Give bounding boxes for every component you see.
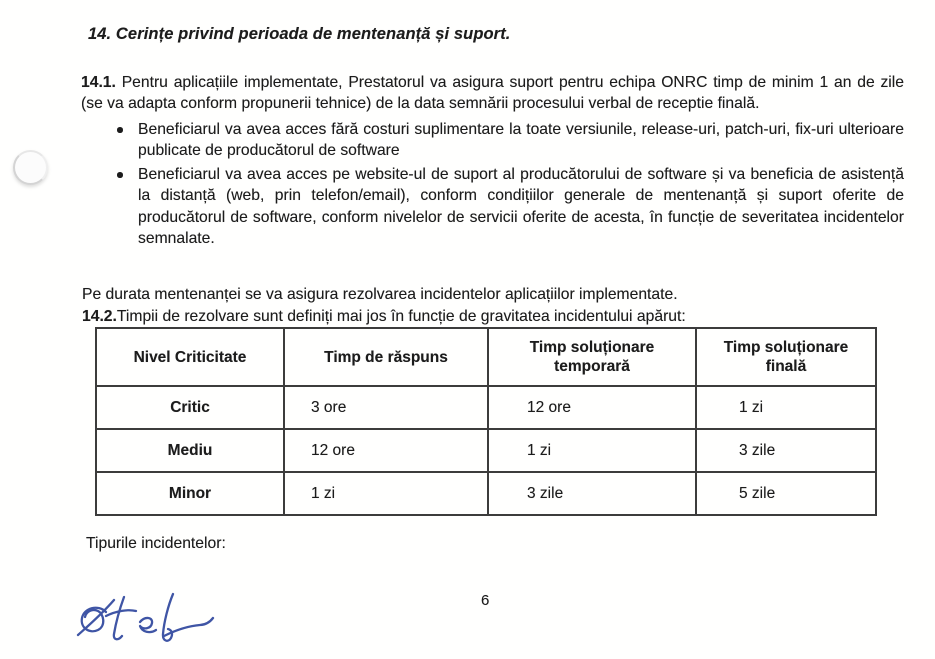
- table-cell: 1 zi: [283, 471, 489, 516]
- table-header-row: Nivel Criticitate Timp de răspuns Timp s…: [95, 327, 877, 387]
- table-cell: 5 zile: [695, 471, 877, 516]
- hole-punch-mark: [13, 150, 48, 185]
- table-header-cell: Timp soluționare temporară: [487, 327, 697, 387]
- bullet-dot-icon: [117, 127, 123, 133]
- table-cell: 3 zile: [487, 471, 697, 516]
- table-row: Mediu 12 ore 1 zi 3 zile: [95, 428, 877, 473]
- signature-scribble: [76, 592, 215, 642]
- bullet-item: Beneficiarul va avea acces pe website-ul…: [117, 164, 904, 249]
- section-heading: 14. Cerințe privind perioada de mentenan…: [88, 25, 511, 43]
- table-header-cell: Timp soluționare finală: [695, 327, 877, 387]
- bullet-dot-icon: [117, 172, 123, 178]
- table-header-cell: Nivel Criticitate: [95, 327, 285, 387]
- table-cell: 3 ore: [283, 385, 489, 430]
- page-number: 6: [481, 592, 490, 609]
- table-cell-level: Mediu: [95, 428, 285, 473]
- paragraph-14-2: 14.2.Timpii de rezolvare sunt definiți m…: [82, 306, 686, 327]
- table-header-cell: Timp de răspuns: [283, 327, 489, 387]
- table-cell: 1 zi: [487, 428, 697, 473]
- table-cell-level: Minor: [95, 471, 285, 516]
- closing-paragraph: Tipurile incidentelor:: [86, 535, 226, 552]
- paragraph-14-1-label: 14.1.: [81, 74, 116, 91]
- table-cell: 12 ore: [487, 385, 697, 430]
- table-cell-level: Critic: [95, 385, 285, 430]
- table-cell: 1 zi: [695, 385, 877, 430]
- sla-table: Nivel Criticitate Timp de răspuns Timp s…: [95, 327, 877, 516]
- table-cell: 12 ore: [283, 428, 489, 473]
- paragraph-14-1: 14.1. Pentru aplicațiile implementate, P…: [81, 72, 904, 114]
- paragraph-14-2-label: 14.2.: [82, 308, 117, 325]
- paragraph-14-1-text: Pentru aplicațiile implementate, Prestat…: [81, 74, 904, 112]
- bullet-item: Beneficiarul va avea acces fără costuri …: [117, 119, 904, 162]
- paragraph-14-2-text: Timpii de rezolvare sunt definiți mai jo…: [116, 308, 686, 325]
- bullet-text: Beneficiarul va avea acces fără costuri …: [138, 121, 904, 160]
- paragraph-maintenance: Pe durata mentenanței se va asigura rezo…: [82, 286, 678, 303]
- bullet-text: Beneficiarul va avea acces pe website-ul…: [138, 166, 904, 247]
- table-row: Minor 1 zi 3 zile 5 zile: [95, 471, 877, 516]
- table-row: Critic 3 ore 12 ore 1 zi: [95, 385, 877, 430]
- table-cell: 3 zile: [695, 428, 877, 473]
